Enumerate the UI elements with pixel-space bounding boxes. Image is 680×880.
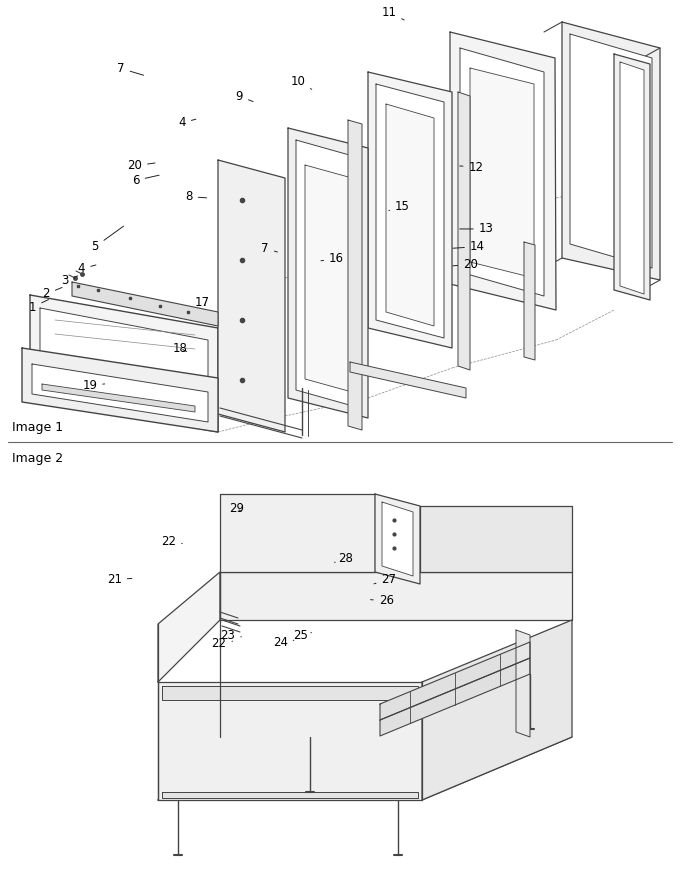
Polygon shape	[422, 620, 572, 800]
Text: 21: 21	[107, 573, 132, 586]
Polygon shape	[348, 120, 362, 430]
Text: 3: 3	[61, 275, 78, 287]
Polygon shape	[368, 72, 452, 348]
Polygon shape	[288, 128, 368, 418]
Polygon shape	[562, 22, 660, 280]
Polygon shape	[570, 34, 652, 268]
Text: 22: 22	[211, 637, 233, 650]
Polygon shape	[460, 48, 544, 296]
Text: 2: 2	[42, 288, 62, 300]
Text: 20: 20	[453, 258, 478, 271]
Text: 10: 10	[290, 76, 311, 89]
Polygon shape	[382, 502, 413, 576]
Polygon shape	[524, 242, 535, 360]
Polygon shape	[218, 160, 285, 432]
Text: 6: 6	[132, 174, 159, 187]
Polygon shape	[296, 140, 360, 408]
Polygon shape	[450, 32, 556, 310]
Text: 24: 24	[273, 636, 294, 649]
Text: 15: 15	[389, 201, 410, 213]
Polygon shape	[620, 62, 644, 294]
Polygon shape	[162, 686, 418, 700]
Text: 1: 1	[29, 299, 48, 313]
Text: 22: 22	[161, 534, 182, 547]
Polygon shape	[386, 104, 434, 326]
Text: 18: 18	[173, 341, 188, 355]
Text: 9: 9	[235, 90, 253, 103]
Polygon shape	[380, 642, 530, 720]
Text: 17: 17	[195, 297, 210, 309]
Text: 7: 7	[117, 62, 143, 75]
Text: 16: 16	[321, 252, 344, 265]
Polygon shape	[40, 308, 208, 420]
Polygon shape	[458, 92, 470, 370]
Polygon shape	[375, 494, 420, 584]
Text: 12: 12	[460, 160, 483, 173]
Polygon shape	[420, 506, 572, 572]
Text: 7: 7	[261, 242, 277, 255]
Text: 26: 26	[371, 595, 394, 607]
Polygon shape	[158, 682, 422, 800]
Text: Image 1: Image 1	[12, 421, 63, 434]
Polygon shape	[42, 384, 195, 412]
Polygon shape	[162, 792, 418, 798]
Text: 23: 23	[220, 628, 241, 642]
Polygon shape	[32, 364, 208, 422]
Polygon shape	[614, 54, 650, 300]
Polygon shape	[380, 658, 530, 736]
Text: 20: 20	[127, 159, 155, 172]
Polygon shape	[22, 348, 218, 432]
Text: 13: 13	[460, 223, 494, 236]
Text: Image 2: Image 2	[12, 452, 63, 465]
Polygon shape	[158, 572, 220, 682]
Polygon shape	[220, 494, 375, 572]
Polygon shape	[376, 84, 444, 338]
Polygon shape	[30, 295, 218, 432]
Polygon shape	[72, 282, 218, 326]
Text: 19: 19	[82, 379, 105, 392]
Text: 25: 25	[293, 628, 311, 642]
Text: 27: 27	[374, 573, 396, 586]
Polygon shape	[220, 572, 572, 620]
Text: 4: 4	[178, 116, 196, 129]
Text: 4: 4	[78, 262, 96, 275]
Text: 5: 5	[92, 226, 124, 253]
Polygon shape	[350, 362, 466, 398]
Text: 29: 29	[229, 502, 244, 515]
Polygon shape	[470, 68, 534, 278]
Polygon shape	[516, 630, 530, 737]
Text: 14: 14	[453, 240, 485, 253]
Polygon shape	[305, 165, 352, 392]
Text: 8: 8	[186, 190, 207, 203]
Polygon shape	[158, 737, 572, 800]
Text: 28: 28	[335, 552, 353, 565]
Text: 11: 11	[381, 6, 404, 20]
